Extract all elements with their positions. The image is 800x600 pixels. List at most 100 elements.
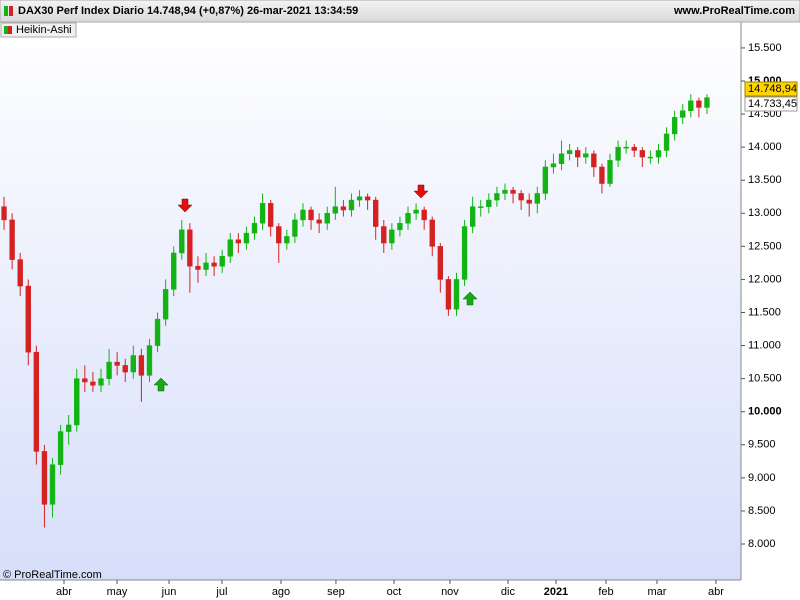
indicator-label: Heikin-Ashi bbox=[16, 24, 72, 36]
candle-body bbox=[146, 345, 153, 376]
candle-body bbox=[308, 209, 314, 221]
plot-area bbox=[0, 22, 741, 580]
candle-body bbox=[663, 133, 670, 151]
candle-body bbox=[171, 252, 177, 290]
candle-body bbox=[130, 355, 136, 373]
candle-body bbox=[243, 232, 250, 244]
candle-body bbox=[9, 219, 15, 260]
candle-body bbox=[162, 289, 169, 320]
candle-body bbox=[98, 378, 104, 386]
candle-body bbox=[575, 150, 581, 158]
candle-body bbox=[179, 229, 185, 254]
sell-arrow bbox=[413, 184, 429, 199]
candle-body bbox=[583, 153, 589, 158]
candle-body bbox=[259, 203, 266, 224]
candle-body bbox=[542, 166, 549, 194]
indicator-icon bbox=[8, 26, 12, 34]
sell-arrow bbox=[177, 198, 193, 213]
candle-body bbox=[332, 206, 338, 214]
candle-body bbox=[671, 117, 678, 135]
candle-body bbox=[138, 355, 145, 376]
x-tick-label: sep bbox=[327, 586, 345, 598]
candle-body bbox=[251, 222, 258, 234]
candle-body bbox=[340, 206, 347, 211]
x-tick-label: ago bbox=[272, 586, 290, 598]
y-tick-label: 8.000 bbox=[748, 538, 776, 550]
x-tick-label: may bbox=[107, 586, 128, 598]
candle-body bbox=[469, 206, 476, 227]
y-tick-label: 15.500 bbox=[748, 42, 782, 54]
candle-body bbox=[49, 464, 56, 505]
buy-arrow bbox=[153, 377, 169, 392]
candle-body bbox=[187, 229, 193, 267]
candle-body bbox=[680, 110, 686, 118]
candle-body bbox=[607, 160, 613, 184]
x-tick-label: abr bbox=[708, 586, 724, 598]
candle-body bbox=[90, 381, 96, 386]
candle-body bbox=[502, 189, 508, 194]
price-tag-last-label: 14.748,94 bbox=[748, 83, 797, 95]
price-tag-prev-label: 14.733,45 bbox=[748, 98, 797, 110]
candle-body bbox=[437, 246, 444, 280]
header-site[interactable]: www.ProRealTime.com bbox=[673, 5, 795, 17]
candle-body bbox=[429, 219, 435, 247]
candle-body bbox=[534, 193, 540, 204]
x-tick-label: jul bbox=[215, 586, 227, 598]
x-tick-label: nov bbox=[441, 586, 459, 598]
signal-arrows bbox=[153, 184, 478, 392]
candle-body bbox=[348, 199, 355, 211]
candle-body bbox=[591, 153, 597, 168]
copyright: © ProRealTime.com bbox=[3, 569, 102, 581]
candle-body bbox=[550, 163, 557, 168]
candle-body bbox=[267, 203, 274, 227]
candle-body bbox=[1, 206, 7, 221]
header-icon bbox=[4, 6, 8, 16]
candle-body bbox=[300, 209, 306, 221]
candle-body bbox=[114, 361, 120, 366]
candle-body bbox=[66, 424, 72, 432]
y-tick-label: 14.000 bbox=[748, 141, 782, 153]
candle-body bbox=[276, 226, 282, 244]
header-title: DAX30 Perf Index Diario 14.748,94 (+0,87… bbox=[18, 5, 358, 17]
candle-body bbox=[203, 262, 209, 270]
x-tick-label: mar bbox=[647, 586, 666, 598]
x-tick-label: jun bbox=[161, 586, 177, 598]
y-tick-label: 8.500 bbox=[748, 505, 776, 517]
indicator-icon bbox=[4, 26, 8, 34]
candle-body bbox=[615, 146, 621, 161]
header-bar bbox=[0, 0, 800, 23]
buy-arrow bbox=[462, 291, 478, 306]
candle-body bbox=[631, 146, 637, 151]
candle-body bbox=[316, 219, 322, 224]
candle-body bbox=[405, 213, 411, 224]
indicator-box[interactable] bbox=[0, 22, 77, 38]
y-tick-label: 12.000 bbox=[748, 273, 782, 285]
candle-body bbox=[510, 189, 516, 194]
y-tick-label: 9.500 bbox=[748, 439, 776, 451]
candle-body bbox=[397, 222, 403, 231]
price-tag-prev bbox=[744, 96, 798, 112]
candle-body bbox=[17, 259, 23, 287]
y-tick-label: 13.500 bbox=[748, 174, 782, 186]
candle-body bbox=[364, 196, 371, 201]
y-tick-label: 11.500 bbox=[748, 306, 781, 318]
candle-body bbox=[122, 365, 128, 373]
candle-body bbox=[558, 153, 565, 164]
y-tick-label: 12.500 bbox=[748, 240, 782, 252]
y-tick-label: 10.000 bbox=[748, 406, 782, 418]
candle-body bbox=[219, 256, 225, 267]
candle-body bbox=[106, 361, 112, 379]
price-tag-last bbox=[744, 81, 798, 97]
candle-body bbox=[284, 236, 290, 244]
candle-body bbox=[421, 209, 427, 221]
candle-body bbox=[74, 378, 80, 426]
candle-body bbox=[518, 193, 524, 201]
candle-body bbox=[696, 100, 702, 108]
candle-body bbox=[211, 262, 217, 267]
candle-body bbox=[373, 199, 379, 227]
candle-body bbox=[413, 209, 419, 214]
x-tick-label: dic bbox=[501, 586, 516, 598]
candle-body bbox=[688, 100, 694, 112]
candle-body bbox=[566, 150, 573, 155]
candle-body bbox=[599, 166, 605, 184]
